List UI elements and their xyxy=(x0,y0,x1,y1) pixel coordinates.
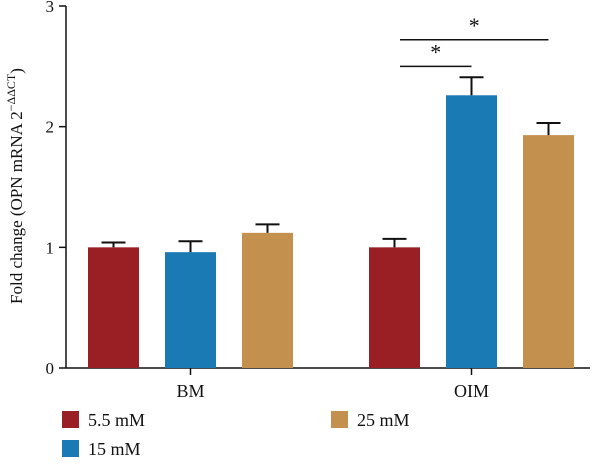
y-tick-label: 3 xyxy=(46,0,55,16)
significance-marker: * xyxy=(430,39,441,64)
x-category-label: OIM xyxy=(454,381,489,401)
axes: 0 1 2 3 BM OIM xyxy=(46,0,590,401)
legend-label: 15 mM xyxy=(88,439,141,459)
bar xyxy=(88,247,139,368)
significance-marker: * xyxy=(469,13,480,38)
x-category-label: BM xyxy=(176,381,204,401)
significance-brackets: ** xyxy=(400,13,549,68)
y-axis-title-end: ) xyxy=(7,68,26,74)
bar xyxy=(446,95,497,368)
y-axis-title-superscript: −ΔΔCT xyxy=(4,73,18,111)
legend-swatch xyxy=(331,411,348,428)
bar xyxy=(165,252,216,368)
legend-swatch xyxy=(62,440,79,457)
bar xyxy=(523,135,574,368)
bars xyxy=(88,95,574,368)
legend-swatch xyxy=(62,411,79,428)
legend-label: 5.5 mM xyxy=(88,410,145,430)
bar xyxy=(242,232,293,368)
legend: 5.5 mM 15 mM 25 mM xyxy=(62,410,410,459)
y-tick-label: 0 xyxy=(46,359,55,378)
legend-label: 25 mM xyxy=(357,410,410,430)
y-axis-title: Fold change (OPN mRNA 2−ΔΔCT) xyxy=(4,68,26,304)
error-bars xyxy=(101,76,561,253)
y-axis-title-main: Fold change (OPN mRNA 2 xyxy=(7,111,26,304)
y-tick-label: 2 xyxy=(46,118,55,137)
y-tick-label: 1 xyxy=(46,238,55,257)
bar xyxy=(369,247,420,368)
